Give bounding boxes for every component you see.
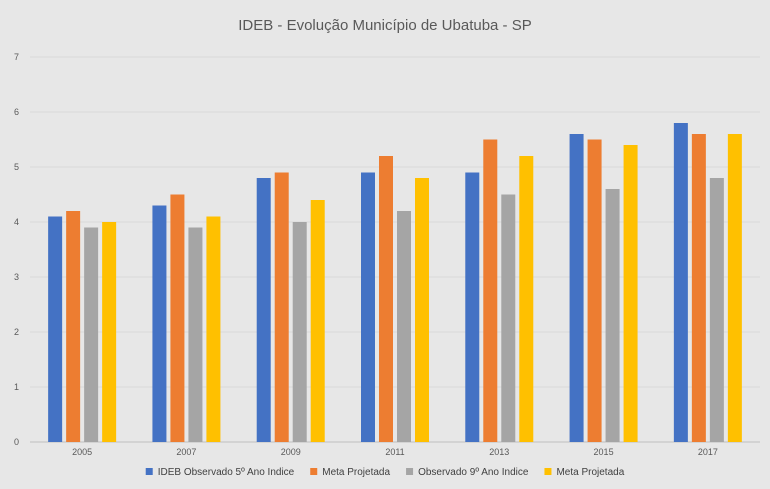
bar-2015-series-2 xyxy=(587,139,602,442)
x-tick-label: 2013 xyxy=(489,447,509,457)
bar-2011-series-3 xyxy=(397,211,411,442)
bar-2011-series-4 xyxy=(415,178,429,442)
bar-2011-series-2 xyxy=(379,156,393,442)
bar-2015-series-3 xyxy=(605,189,620,442)
bar-2011-series-1 xyxy=(361,172,375,442)
bar-2005-series-2 xyxy=(66,211,81,442)
bar-2005-series-3 xyxy=(84,227,99,442)
bar-2007-series-3 xyxy=(188,227,203,442)
bar-2015-series-1 xyxy=(569,134,584,442)
legend-label: Meta Projetada xyxy=(322,467,390,478)
y-tick-label: 1 xyxy=(14,382,19,392)
gridlines xyxy=(30,56,760,443)
bar-2013-series-3 xyxy=(501,194,516,442)
y-tick-label: 4 xyxy=(14,217,19,227)
bar-2017-series-2 xyxy=(691,134,706,442)
y-tick-label: 5 xyxy=(14,162,19,172)
bar-2013-series-1 xyxy=(465,172,480,442)
legend-swatch xyxy=(544,468,552,475)
x-tick-label: 2005 xyxy=(72,447,92,457)
legend-swatch xyxy=(310,468,318,475)
legend-label: Meta Projetada xyxy=(556,467,624,478)
bar-2005-series-4 xyxy=(102,222,117,442)
x-axis: 2005 2007 2009 2011 2013 2015 2017 xyxy=(72,447,718,457)
y-tick-label: 0 xyxy=(14,437,19,447)
bar-2013-series-4 xyxy=(519,156,534,442)
y-tick-label: 7 xyxy=(14,52,19,62)
bar-2007-series-1 xyxy=(152,205,167,442)
bars xyxy=(48,123,742,442)
y-axis: 0 1 2 3 4 5 6 7 xyxy=(14,52,19,447)
bar-2007-series-2 xyxy=(170,194,185,442)
bar-2009-series-1 xyxy=(256,178,271,442)
legend-swatch xyxy=(406,468,414,475)
legend-swatch xyxy=(145,468,153,475)
bar-2017-series-4 xyxy=(727,134,742,442)
bar-2009-series-2 xyxy=(274,172,289,442)
bar-2017-series-3 xyxy=(709,178,724,442)
x-tick-label: 2017 xyxy=(698,447,718,457)
x-tick-label: 2015 xyxy=(594,447,614,457)
y-tick-label: 6 xyxy=(14,107,19,117)
y-tick-label: 2 xyxy=(14,327,19,337)
bar-2013-series-2 xyxy=(483,139,498,442)
chart-title: IDEB - Evolução Município de Ubatuba - S… xyxy=(238,17,531,34)
bar-2009-series-3 xyxy=(292,222,307,442)
y-tick-label: 3 xyxy=(14,272,19,282)
x-tick-label: 2009 xyxy=(281,447,301,457)
bar-2009-series-4 xyxy=(310,200,325,442)
bar-2015-series-4 xyxy=(623,145,638,442)
bar-2017-series-1 xyxy=(673,123,688,442)
legend: IDEB Observado 5º Ano Indice Meta Projeta… xyxy=(145,467,625,478)
x-tick-label: 2007 xyxy=(176,447,196,457)
bar-2007-series-4 xyxy=(206,216,221,442)
x-tick-label: 2011 xyxy=(385,447,404,457)
legend-label: Observado 9º Ano Indice xyxy=(418,467,529,478)
bar-2005-series-1 xyxy=(48,216,63,442)
legend-label: IDEB Observado 5º Ano Indice xyxy=(158,467,295,478)
